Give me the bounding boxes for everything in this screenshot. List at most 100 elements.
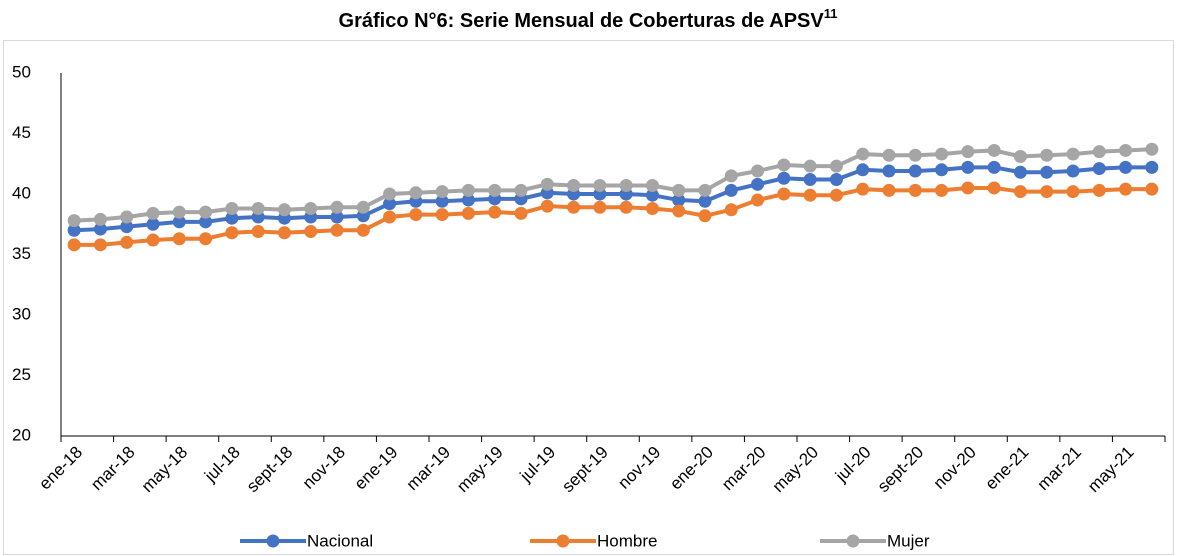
series-marker <box>1092 162 1106 176</box>
series-marker <box>882 164 896 178</box>
series-marker <box>1092 183 1106 197</box>
series-marker <box>829 172 843 186</box>
series-marker <box>698 183 712 197</box>
series-marker <box>435 208 449 222</box>
series-marker <box>172 205 186 219</box>
series-marker <box>304 202 318 216</box>
series-marker <box>93 238 107 252</box>
series-marker <box>987 143 1001 157</box>
series-marker <box>409 186 423 200</box>
y-tick-label: 20 <box>12 425 31 444</box>
x-tick-label: mar-18 <box>87 443 139 495</box>
y-tick-label: 50 <box>12 62 31 81</box>
series-marker <box>461 183 475 197</box>
series-marker <box>672 183 686 197</box>
y-tick-label: 35 <box>12 244 31 263</box>
series-marker <box>172 232 186 246</box>
series-marker <box>461 206 475 220</box>
series-marker <box>120 235 134 249</box>
series-marker <box>67 223 81 237</box>
x-tick-label: mar-20 <box>718 443 770 495</box>
series-marker <box>567 179 581 193</box>
x-tick-label: may-21 <box>1084 443 1138 497</box>
series-marker <box>698 194 712 208</box>
series-marker <box>383 210 397 224</box>
series-marker <box>1040 148 1054 162</box>
x-tick-label: may-20 <box>769 443 823 497</box>
x-tick-label: ene-21 <box>982 443 1033 494</box>
series-marker <box>146 206 160 220</box>
series-marker <box>277 226 291 240</box>
series-marker <box>803 159 817 173</box>
chart-border <box>3 40 1174 555</box>
x-tick-label: mar-19 <box>403 443 455 495</box>
series-marker <box>251 202 265 216</box>
series-marker <box>777 187 791 201</box>
series-marker <box>619 179 633 193</box>
series-marker <box>724 169 738 183</box>
series-marker <box>356 223 370 237</box>
series-marker <box>330 210 344 224</box>
series-marker <box>961 145 975 159</box>
series-marker <box>961 160 975 174</box>
x-tick-label: ene-18 <box>35 443 86 494</box>
x-tick-label: jul-19 <box>516 443 560 487</box>
series-marker <box>304 225 318 239</box>
series-marker <box>777 158 791 172</box>
x-tick-label: sept-18 <box>243 443 297 497</box>
legend-label: Mujer <box>887 531 930 550</box>
series-marker <box>751 164 765 178</box>
series-marker <box>593 200 607 214</box>
series-marker <box>146 233 160 247</box>
x-tick-label: sept-19 <box>558 443 612 497</box>
series-marker <box>724 203 738 217</box>
series-marker <box>277 203 291 217</box>
series-marker <box>67 238 81 252</box>
x-tick-label: may-18 <box>138 443 192 497</box>
x-tick-label: mar-21 <box>1033 443 1085 495</box>
series-marker <box>856 147 870 161</box>
series-marker <box>619 200 633 214</box>
legend-marker <box>846 534 860 548</box>
series-marker <box>935 183 949 197</box>
y-tick-label: 25 <box>12 365 31 384</box>
series-marker <box>93 222 107 236</box>
y-tick-label: 45 <box>12 123 31 142</box>
series-marker <box>1145 160 1159 174</box>
x-tick-label: ene-20 <box>666 443 717 494</box>
legend-marker <box>266 534 280 548</box>
series-marker <box>383 197 397 211</box>
series-marker <box>1145 142 1159 156</box>
series-marker <box>803 188 817 202</box>
series-marker <box>908 148 922 162</box>
series-marker <box>146 217 160 231</box>
x-tick-label: nov-20 <box>930 443 980 493</box>
series-marker <box>199 232 213 246</box>
series-marker <box>645 179 659 193</box>
legend-marker <box>556 534 570 548</box>
title-footnote: 11 <box>824 6 838 21</box>
series-marker <box>672 204 686 218</box>
chart-title: Gráfico N°6: Serie Mensual de Coberturas… <box>339 6 838 32</box>
series-marker <box>751 177 765 191</box>
series-marker <box>488 183 502 197</box>
series-marker <box>435 194 449 208</box>
y-tick-label: 40 <box>12 183 31 202</box>
series-marker <box>172 215 186 229</box>
series-marker <box>856 182 870 196</box>
series-marker <box>383 187 397 201</box>
series-marker <box>1066 164 1080 178</box>
series-marker <box>908 183 922 197</box>
series-marker <box>724 183 738 197</box>
series-marker <box>356 200 370 214</box>
series-marker <box>1040 165 1054 179</box>
series-marker <box>803 172 817 186</box>
series-marker <box>225 211 239 225</box>
series-marker <box>461 193 475 207</box>
series-marker <box>330 223 344 237</box>
series-marker <box>120 220 134 234</box>
series-marker <box>1145 182 1159 196</box>
series-marker <box>199 205 213 219</box>
y-tick-label: 30 <box>12 304 31 323</box>
series-marker <box>777 171 791 185</box>
